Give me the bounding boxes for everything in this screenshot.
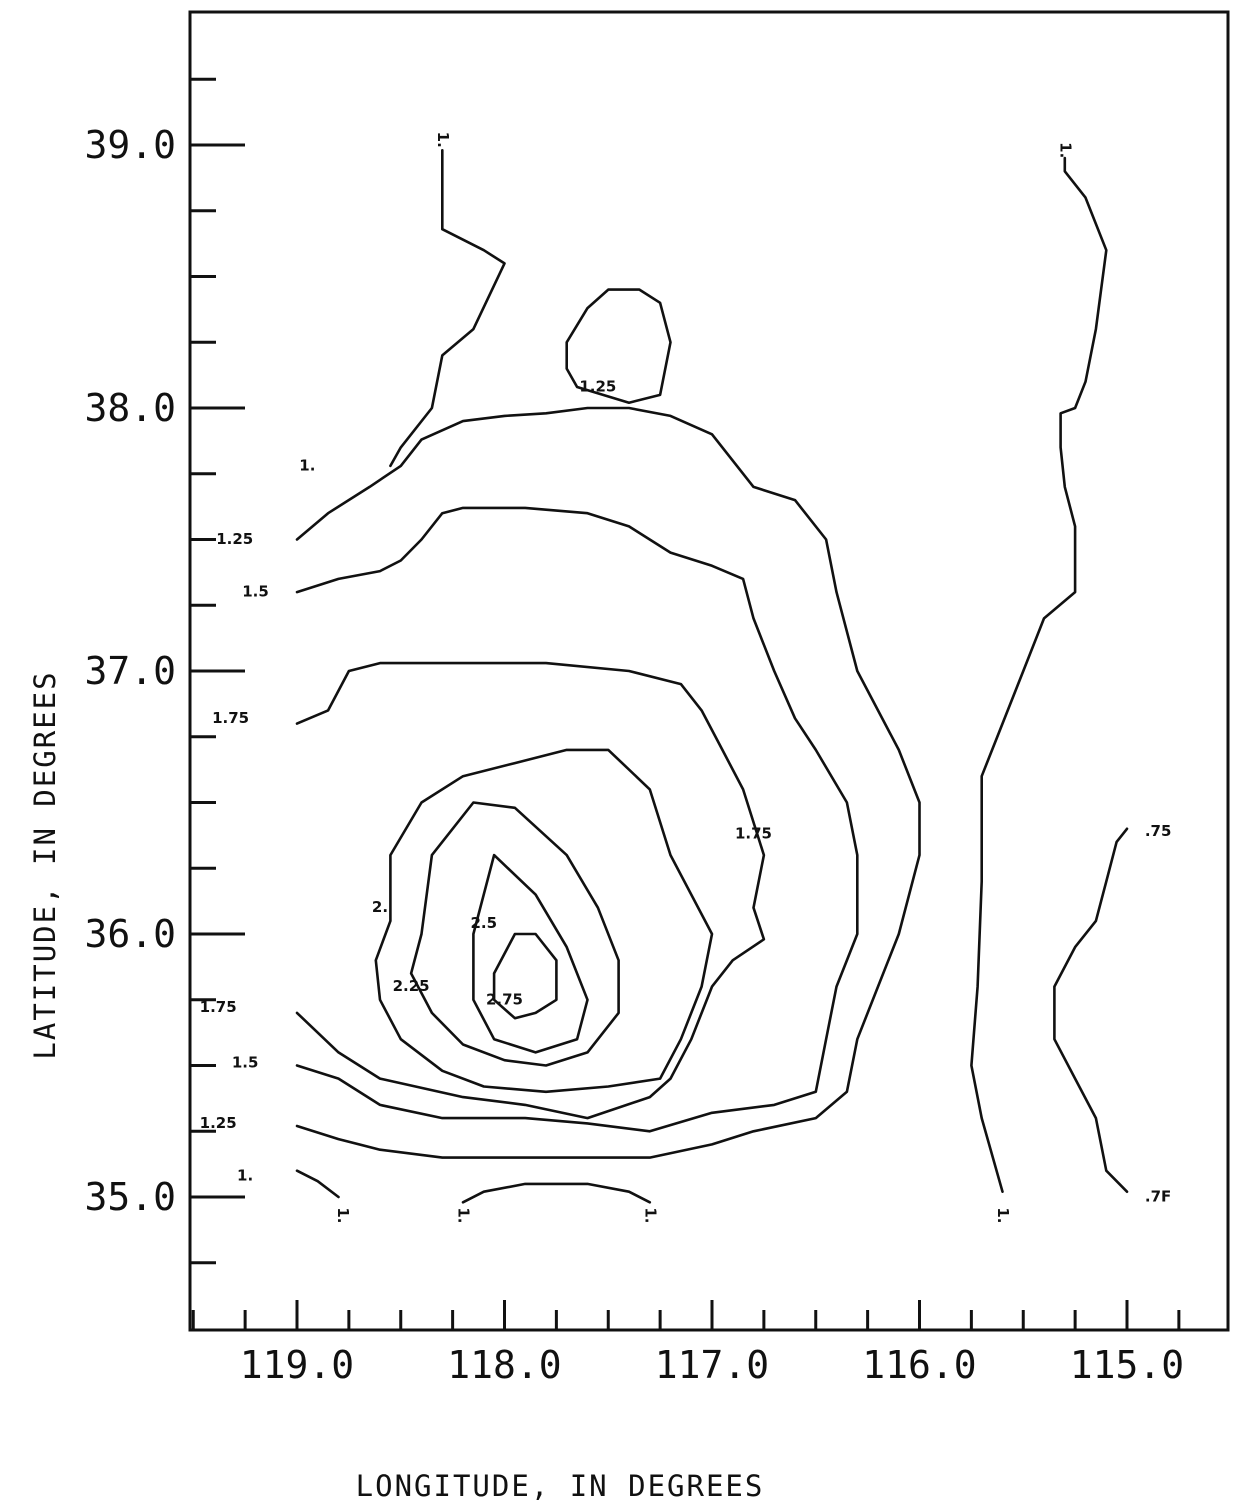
contour-line (374, 748, 714, 1094)
contour-label: 1. (237, 1166, 253, 1184)
contour-label: 1. (334, 1207, 352, 1223)
axis-ticks (190, 77, 1181, 1330)
x-tick-label: 118.0 (447, 1343, 561, 1387)
contour-labels: 1. 1. 1.25 1. 1.25 1.5 1.75 1.75 .75 2. 2.5 2.25 2.7… (200, 132, 1172, 1224)
contour-label: 2.75 (486, 990, 523, 1008)
x-tick-label: 119.0 (240, 1343, 354, 1387)
contour-label: 1. (434, 132, 452, 148)
x-tick-label: 115.0 (1070, 1343, 1184, 1387)
contour-label: 1. (641, 1207, 659, 1223)
contour-label: 2.5 (470, 914, 497, 932)
contour-label: 1. (299, 456, 315, 474)
y-tick-label: 37.0 (84, 649, 176, 693)
contour-label: 2.25 (393, 977, 430, 995)
contour-line (409, 801, 620, 1067)
contour-line (472, 853, 589, 1054)
contour-line (295, 661, 766, 1120)
tick-labels: 39.0 38.0 37.0 36.0 35.0 119.0 118.0 117.0 116.0… (84, 123, 1184, 1387)
y-axis-title: LATITUDE, IN DEGREES (28, 670, 62, 1059)
contour-line (295, 406, 921, 1159)
contour-label: 1. (994, 1207, 1012, 1223)
contour-label: 1.75 (212, 709, 249, 727)
contour-line (295, 1169, 340, 1199)
contour-label: 1.5 (232, 1053, 259, 1071)
contour-label: 1.75 (200, 998, 237, 1016)
contour-line (389, 149, 506, 468)
contour-label: .75 (1145, 822, 1172, 840)
x-tick-label: 117.0 (655, 1343, 769, 1387)
contour-label: 1.25 (200, 1114, 237, 1132)
contour-label: 1.25 (216, 530, 253, 548)
y-tick-label: 39.0 (84, 123, 176, 167)
contour-label: 2. (372, 898, 388, 916)
contour-line (461, 1182, 652, 1204)
x-axis-title: LONGITUDE, IN DEGREES (356, 1469, 765, 1503)
contour-line (492, 932, 558, 1020)
x-tick-label: 116.0 (862, 1343, 976, 1387)
contour-line (295, 506, 859, 1133)
contour-lines (295, 149, 1129, 1204)
y-tick-label: 36.0 (84, 912, 176, 956)
contour-label: 1. (1056, 142, 1074, 158)
y-tick-label: 35.0 (84, 1175, 176, 1219)
contour-label: 1. (455, 1207, 473, 1223)
contour-line (970, 156, 1108, 1193)
contour-label: 1.5 (242, 583, 269, 601)
plot-frame (188, 10, 1230, 1332)
contour-line (1053, 827, 1129, 1193)
contour-label: 1.25 (579, 377, 616, 395)
contour-label: 1.75 (735, 825, 772, 843)
y-tick-label: 38.0 (84, 386, 176, 430)
contour-label: .7F (1145, 1188, 1171, 1206)
contour-line (565, 288, 672, 404)
